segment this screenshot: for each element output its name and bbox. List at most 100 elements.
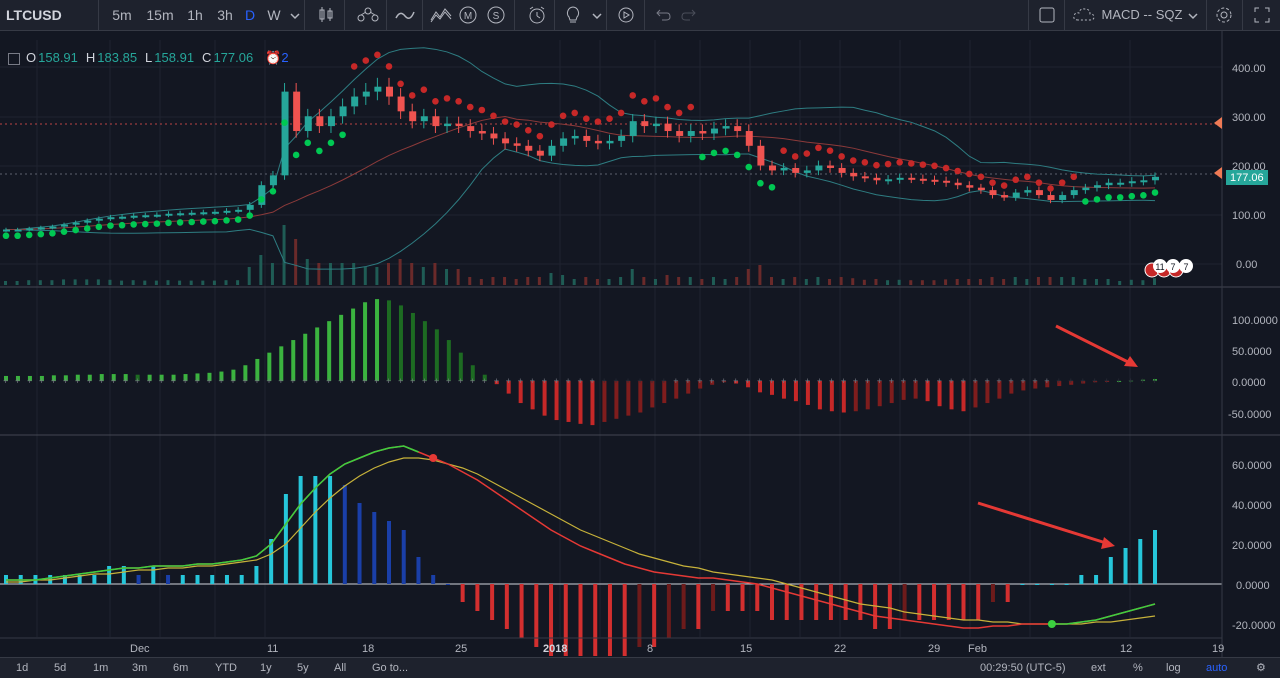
alert-marker-icon[interactable] — [1214, 167, 1222, 179]
macd-pane[interactable] — [4, 445, 1157, 656]
macd-histogram-bar — [593, 584, 598, 656]
sar-dot — [966, 170, 973, 178]
gear-icon[interactable] — [1210, 0, 1238, 30]
chevron-down-icon[interactable] — [288, 0, 302, 30]
settings-gear-icon[interactable]: ⚙ — [1256, 662, 1266, 674]
range-1y-button[interactable]: 1y — [260, 662, 272, 674]
alert-marker-icon[interactable] — [1214, 117, 1222, 129]
sar-dot — [1082, 198, 1089, 205]
macd-histogram-bar — [357, 503, 362, 584]
squeeze-cross: + — [661, 376, 666, 386]
candle-body — [641, 121, 649, 127]
interval-3h-button[interactable]: 3h — [217, 7, 233, 23]
signal-line — [6, 457, 1156, 625]
range-1d-button[interactable]: 1d — [16, 662, 29, 674]
macd-tick: 40.0000 — [1232, 500, 1272, 512]
squeeze-pane[interactable]: + + + + + + + + + + + + + + + + + + + + + + + + + + + + + + + + + + + + + + + +… — [3, 299, 1157, 426]
interval-w-button[interactable]: W — [267, 7, 281, 23]
squeeze-bar — [398, 305, 403, 381]
sar-dot — [675, 109, 683, 117]
candle-body — [223, 210, 231, 213]
squeeze-cross: + — [171, 376, 176, 386]
sar-dot — [699, 153, 706, 161]
squeeze-bar — [291, 340, 296, 381]
candle-body — [896, 177, 904, 180]
volume-bar — [688, 277, 692, 285]
candle-body — [211, 211, 219, 214]
interval-5m-button[interactable]: 5m — [112, 7, 132, 23]
fullscreen-box-icon[interactable] — [1034, 0, 1060, 30]
ideas-bulb-icon[interactable] — [560, 0, 586, 30]
range-1m-button[interactable]: 1m — [93, 662, 109, 674]
range-all-button[interactable]: All — [334, 662, 347, 674]
range-5d-button[interactable]: 5d — [54, 662, 67, 674]
alarm-clock-icon[interactable]: ⏰ — [265, 50, 282, 65]
redo-icon[interactable] — [678, 0, 702, 30]
alert-icon[interactable] — [522, 0, 552, 30]
clock-timezone[interactable]: 00:29:50 (UTC-5) — [980, 662, 1066, 674]
interval-1h-button[interactable]: 1h — [187, 7, 203, 23]
squeeze-bar — [159, 374, 164, 381]
candle-body — [954, 182, 962, 186]
volume-bar — [1002, 279, 1006, 285]
squeeze-cross: + — [350, 376, 355, 386]
undo-icon[interactable] — [650, 0, 674, 30]
range-5y-button[interactable]: 5y — [297, 662, 309, 674]
symbol-search-button[interactable]: LTCUSD — [6, 7, 62, 23]
maximize-icon[interactable] — [1248, 0, 1276, 30]
volume-bar — [247, 267, 251, 285]
candle-body — [293, 91, 301, 132]
volume-bar — [665, 275, 669, 285]
layout-name[interactable]: MACD -- SQZ — [1101, 7, 1183, 22]
toolbar-divider — [1028, 0, 1029, 30]
m-icon[interactable]: M — [456, 0, 480, 30]
macd-histogram-bar — [504, 584, 509, 629]
cloud-icon[interactable] — [1070, 0, 1098, 30]
s-icon[interactable]: S — [484, 0, 508, 30]
candle-body — [908, 177, 916, 180]
volume-bar — [212, 280, 216, 285]
macd-histogram-bar — [254, 566, 259, 584]
chart-canvas[interactable]: + + + + + + + + + + + + + + + + + + + + + + + + + + + + + + + + + + + + + + + +… — [0, 31, 1280, 657]
log-scale-toggle[interactable]: log — [1166, 662, 1181, 674]
macd-histogram-bar — [976, 584, 981, 620]
compare-icon[interactable] — [350, 0, 386, 30]
volume-bar — [503, 277, 507, 285]
squeeze-bar — [375, 299, 380, 381]
percent-scale-toggle[interactable]: % — [1133, 662, 1143, 674]
replay-icon[interactable] — [612, 0, 640, 30]
chevron-down-icon[interactable] — [1186, 0, 1200, 30]
chevron-down-icon[interactable] — [590, 0, 604, 30]
candle-body — [931, 179, 939, 182]
expand-legend-icon[interactable] — [8, 52, 20, 65]
squeeze-cross: + — [458, 376, 463, 386]
volume-bar — [816, 277, 820, 285]
squeeze-cross: + — [745, 376, 750, 386]
squeeze-bar — [219, 371, 224, 381]
interval-15m-button[interactable]: 15m — [146, 7, 174, 23]
sar-dot — [83, 225, 91, 232]
range-6m-button[interactable]: 6m — [173, 662, 189, 674]
candle-body — [281, 91, 289, 176]
extended-hours-toggle[interactable]: ext — [1091, 662, 1106, 674]
squeeze-bar — [506, 381, 511, 394]
volume-bar — [851, 278, 855, 285]
price-pane[interactable] — [2, 47, 1159, 285]
candles-icon[interactable] — [312, 0, 340, 30]
macd-histogram-bar — [151, 566, 156, 584]
range-ytd-button[interactable]: YTD — [215, 662, 237, 674]
range-3m-button[interactable]: 3m — [132, 662, 148, 674]
candle-body — [989, 190, 997, 196]
earnings-events-badge[interactable]: 11 7 7 — [1144, 259, 1193, 278]
sar-dot — [513, 121, 520, 128]
squeeze-cross: + — [757, 376, 762, 386]
squeeze-cross: + — [206, 376, 211, 386]
bollinger-basis — [6, 115, 1156, 231]
go-to-date-button[interactable]: Go to... — [372, 662, 409, 674]
auto-scale-toggle[interactable]: auto — [1206, 662, 1228, 674]
interval-d-button[interactable]: D — [244, 7, 256, 23]
squeeze-cross: + — [1020, 376, 1025, 386]
templates-icon[interactable] — [428, 0, 454, 30]
indicators-icon[interactable] — [392, 0, 418, 30]
macd-histogram-bar — [563, 584, 568, 656]
